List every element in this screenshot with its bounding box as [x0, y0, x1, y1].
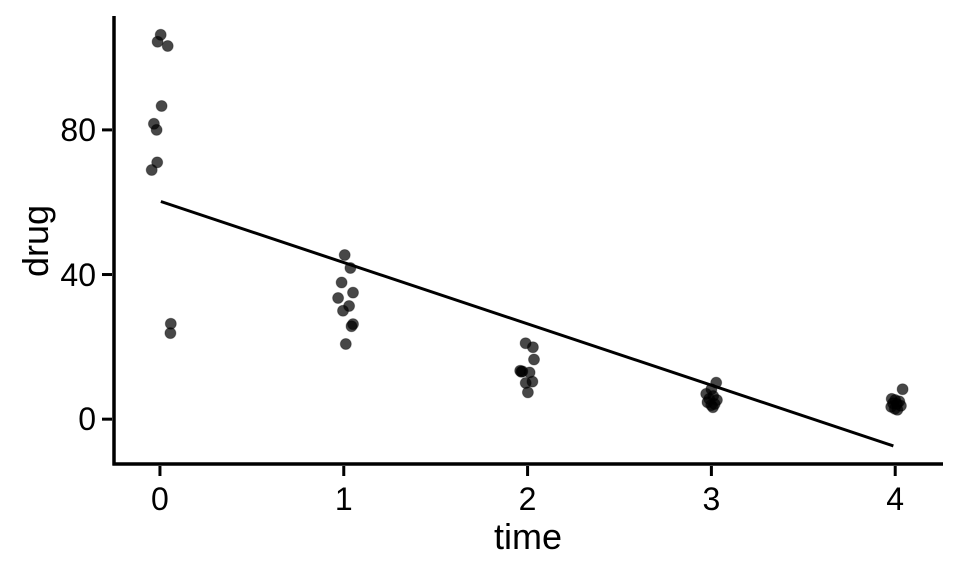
y-tick-label: 40 [60, 256, 96, 293]
data-point [151, 35, 164, 48]
data-point [706, 401, 719, 414]
data-point [145, 164, 158, 176]
data-point [345, 320, 358, 333]
data-point [528, 353, 540, 366]
x-tick-label: 3 [702, 481, 721, 517]
x-tick-label: 4 [886, 481, 905, 517]
data-point [155, 100, 168, 112]
data-point [526, 341, 539, 354]
data-point [150, 123, 163, 136]
data-point [521, 386, 534, 399]
data-point [335, 276, 348, 289]
data-point [332, 292, 345, 304]
regression-line [160, 200, 894, 448]
data-point [891, 403, 904, 416]
x-axis-title: time [493, 516, 562, 557]
x-tick-label: 1 [334, 481, 353, 517]
x-tick-label: 2 [518, 481, 537, 517]
data-point [164, 327, 177, 340]
data-point [347, 286, 359, 299]
data-point [161, 40, 174, 52]
data-point [151, 156, 164, 169]
y-tick-label: 80 [60, 111, 96, 148]
data-point [337, 304, 349, 317]
data-point [338, 249, 351, 261]
data-point [339, 338, 352, 350]
y-tick-label: 0 [78, 401, 96, 438]
data-point [896, 383, 909, 396]
x-tick-label: 0 [151, 481, 169, 517]
